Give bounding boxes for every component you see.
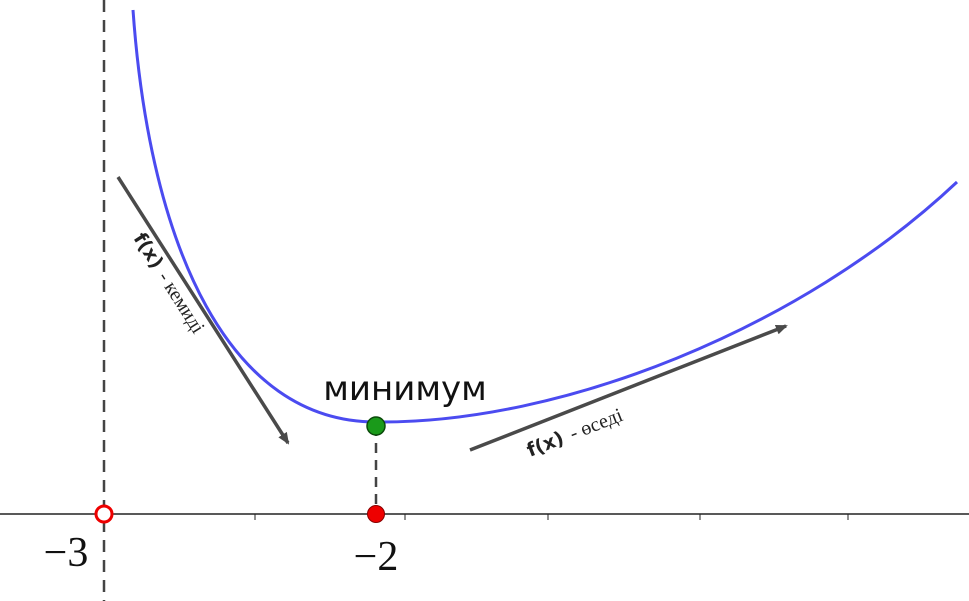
function-label: f(x) <box>524 427 567 461</box>
increasing-label: f(x)- өседі <box>524 404 626 462</box>
function-curve <box>131 9 959 424</box>
x-tick-label: −2 <box>354 534 399 580</box>
decreasing-label: f(x)- кемиді <box>129 229 209 338</box>
minimum-point <box>366 416 386 436</box>
decreasing-arrow <box>116 176 290 445</box>
increasing-arrow <box>469 324 788 452</box>
open-point <box>94 504 114 524</box>
x-tick-label: −3 <box>44 530 89 576</box>
point <box>367 505 385 523</box>
function-label: f(x) <box>129 229 168 273</box>
axis-ticks <box>254 514 849 520</box>
minimum-label: минимум <box>323 369 487 409</box>
